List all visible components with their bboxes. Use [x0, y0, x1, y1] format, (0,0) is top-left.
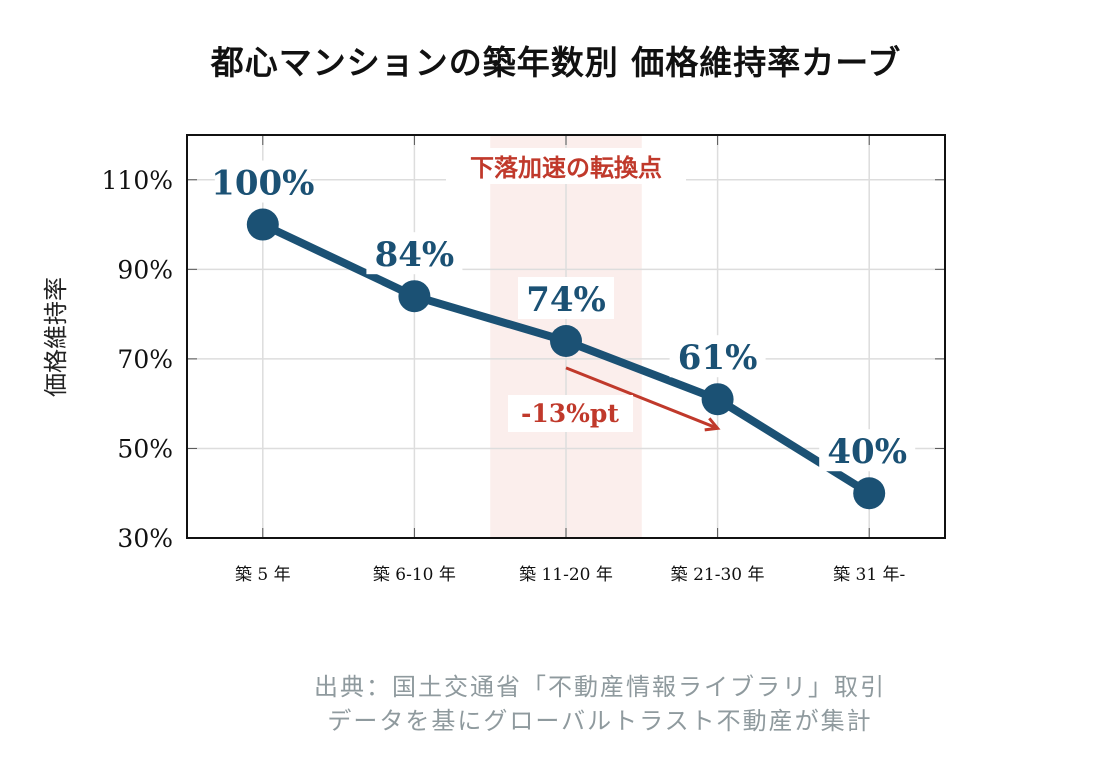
data-point	[853, 477, 886, 510]
arrow-label-bg	[508, 395, 633, 432]
y-tick-label: 110%	[102, 166, 173, 195]
x-tick-label: 築 11-20 年	[519, 565, 613, 585]
x-tick-label: 築 31 年-	[833, 565, 905, 585]
source-note: 出典：国土交通省「不動産情報ライブラリ」取引 データを基にグローバルトラスト不動…	[240, 670, 960, 738]
data-label: 100%	[211, 164, 314, 204]
y-tick-label: 90%	[117, 255, 173, 284]
data-label-bg	[669, 335, 766, 378]
data-label-bg	[366, 232, 463, 275]
arrow-line	[565, 366, 719, 430]
y-tick-label: 30%	[117, 524, 173, 553]
x-tick-label: 築 6-10 年	[373, 565, 456, 585]
source-line-1: 出典：国土交通省「不動産情報ライブラリ」取引	[314, 673, 886, 701]
highlight-label-bg	[446, 148, 686, 184]
arrow-head-icon	[704, 417, 721, 432]
source-line-2: データを基にグローバルトラスト不動産が集計	[327, 707, 873, 735]
data-point	[246, 208, 279, 241]
y-tick-label: 70%	[117, 345, 173, 374]
data-label-bg	[819, 429, 916, 472]
highlight-label: 下落加速の転換点	[470, 154, 662, 182]
data-point	[701, 383, 734, 416]
data-label: 74%	[526, 280, 606, 320]
arrow-label: -13%pt	[521, 399, 619, 428]
data-label-bg	[518, 276, 614, 319]
data-point	[550, 324, 582, 357]
y-tick-label: 50%	[117, 434, 173, 463]
chart-title: 都心マンションの築年数別 価格維持率カーブ	[210, 43, 902, 82]
data-label-bg	[214, 160, 311, 203]
plot-frame	[186, 134, 946, 539]
data-label: 84%	[375, 235, 455, 275]
data-label: 40%	[827, 432, 907, 472]
x-tick-label: 築 5 年	[235, 565, 291, 585]
data-point	[398, 280, 431, 313]
data-label: 61%	[678, 338, 758, 378]
y-axis-label: 価格維持率	[42, 277, 70, 397]
x-tick-label: 築 21-30 年	[671, 565, 765, 585]
